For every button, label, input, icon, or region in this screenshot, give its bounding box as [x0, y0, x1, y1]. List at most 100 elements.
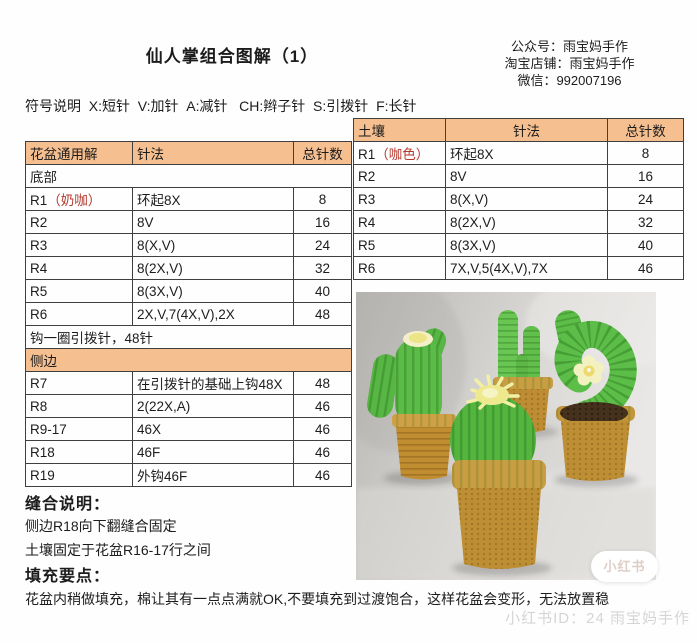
sewing-notes-title: 缝合说明：	[25, 496, 111, 513]
count-cell: 32	[607, 210, 684, 234]
table-row: R18 46F 46	[25, 440, 352, 464]
round-label: R5	[25, 279, 133, 303]
right-pot-body	[556, 402, 635, 481]
column-header: 花盆通用解	[25, 141, 133, 165]
column-header: 总针数	[607, 118, 684, 142]
table-row: R19 外钩46F 46	[25, 463, 352, 487]
round-label: R1（咖色）	[353, 141, 446, 165]
round-label: R4	[25, 256, 133, 280]
count-cell: 48	[293, 302, 352, 326]
contact-line-public-account: 公众号：雨宝妈手作	[510, 39, 628, 54]
column-header: 针法	[132, 141, 294, 165]
barrel-cactus-pot	[450, 374, 552, 576]
contact-info: 公众号：雨宝妈手作 淘宝店铺：雨宝妈手作 微信：992007196	[462, 38, 677, 89]
count-cell: 40	[293, 279, 352, 303]
round-label: R6	[25, 302, 133, 326]
round-id: R18	[30, 444, 55, 460]
round-label: R18	[25, 440, 133, 464]
round-id: R7	[30, 375, 48, 391]
stitch-cell: 8(3X,V)	[132, 279, 294, 303]
round-id: R6	[358, 260, 376, 276]
header-row: 花盆通用解 针法 总针数	[25, 141, 352, 165]
table-row: R5 8(3X,V) 40	[353, 233, 684, 257]
table-row: 侧边	[25, 348, 352, 372]
count-cell: 46	[293, 417, 352, 441]
round-id: R5	[30, 283, 48, 299]
stitch-cell: 46X	[132, 417, 294, 441]
round-label: R2	[353, 164, 446, 188]
left-cactus-pot	[367, 328, 460, 485]
table-row: R6 7X,V,5(4X,V),7X 46	[353, 256, 684, 280]
symbol-legend: 符号说明 X:短针 V:加针 A:减针 CH:辫子针 S:引拨针 F:长针	[25, 98, 417, 114]
table-row: R5 8(3X,V) 40	[25, 279, 352, 303]
section-cell: 底部	[25, 164, 352, 188]
header-row: 土壤 针法 总针数	[353, 118, 684, 142]
round-label: R6	[353, 256, 446, 280]
round-label: R9-17	[25, 417, 133, 441]
table-row: R8 2(22X,A) 46	[25, 394, 352, 418]
column-header: 土壤	[353, 118, 446, 142]
flowerpot-table: 花盆通用解 针法 总针数 底部 R1（奶咖） 环起8X 8 R2 8V 16 R3 8(X,V) 24 R…	[25, 141, 352, 487]
table-row: R1（咖色） 环起8X 8	[353, 141, 684, 165]
stitch-cell: 2X,V,7(4X,V),2X	[132, 302, 294, 326]
table-row: R4 8(2X,V) 32	[25, 256, 352, 280]
barrel-cactus-flower	[466, 374, 520, 410]
round-id: R9-17	[30, 421, 67, 437]
round-id: R19	[30, 467, 55, 483]
page-title: 仙人掌组合图解（1）	[145, 47, 319, 66]
stitch-cell: 外钩46F	[132, 463, 294, 487]
column-header: 针法	[445, 118, 608, 142]
round-id: R5	[358, 237, 376, 253]
round-id: R8	[30, 398, 48, 414]
cactus-photo-illustration	[326, 272, 686, 580]
count-cell: 24	[293, 233, 352, 257]
round-label: R1（奶咖）	[25, 187, 133, 211]
count-cell: 16	[293, 210, 352, 234]
watermark: 小红书ID：24 雨宝妈手作	[505, 610, 690, 627]
table-row: R2 8V 16	[25, 210, 352, 234]
cactus-photo	[326, 272, 686, 580]
stuffing-note-line: 花盆内稍做填充，棉让其有一点点满就OK,不要填充到过渡饱合，这样花盆会变形，无法…	[25, 591, 610, 607]
count-cell: 8	[293, 187, 352, 211]
table-row: R7 在引拨针的基础上钩48X 48	[25, 371, 352, 395]
round-id: R2	[30, 214, 48, 230]
right-cactus-flower	[573, 355, 604, 386]
stitch-cell: 8V	[445, 164, 608, 188]
round-id: R4	[358, 214, 376, 230]
round-label: R3	[25, 233, 133, 257]
xiaohongshu-badge: 小红书	[591, 551, 658, 582]
stitch-cell: 8(2X,V)	[445, 210, 608, 234]
round-id: R3	[30, 237, 48, 253]
contact-line-wechat: 微信：992007196	[517, 73, 622, 88]
stitch-cell: 7X,V,5(4X,V),7X	[445, 256, 608, 280]
barrel-pot-body	[452, 460, 546, 569]
round-label: R5	[353, 233, 446, 257]
stitch-cell: 环起8X	[132, 187, 294, 211]
table-row: R2 8V 16	[353, 164, 684, 188]
count-cell: 46	[293, 394, 352, 418]
curled-cactus	[554, 310, 637, 428]
round-label: R4	[353, 210, 446, 234]
stitch-cell: 8(2X,V)	[132, 256, 294, 280]
stitch-cell: 环起8X	[445, 141, 608, 165]
round-id: R1	[358, 147, 376, 162]
round-label: R8	[25, 394, 133, 418]
stitch-cell: 2(22X,A)	[132, 394, 294, 418]
count-cell: 16	[607, 164, 684, 188]
count-cell: 24	[607, 187, 684, 211]
table-row: R9-17 46X 46	[25, 417, 352, 441]
section-cell: 钩一圈引拨针，48针	[25, 325, 352, 349]
stitch-cell: 8(X,V)	[132, 233, 294, 257]
stitch-cell: 8(3X,V)	[445, 233, 608, 257]
table-row: R3 8(X,V) 24	[353, 187, 684, 211]
soil-table: 土壤 针法 总针数 R1（咖色） 环起8X 8 R2 8V 16 R3 8(X,V) 24 R4 8(2X…	[353, 118, 684, 280]
right-cactus-pot	[554, 310, 638, 487]
count-cell: 46	[293, 440, 352, 464]
stuffing-notes-title: 填充要点：	[25, 568, 111, 585]
count-cell: 46	[607, 256, 684, 280]
stitch-cell: 8V	[132, 210, 294, 234]
round-label: R2	[25, 210, 133, 234]
table-row: 钩一圈引拨针，48针	[25, 325, 352, 349]
stitch-cell: 46F	[132, 440, 294, 464]
